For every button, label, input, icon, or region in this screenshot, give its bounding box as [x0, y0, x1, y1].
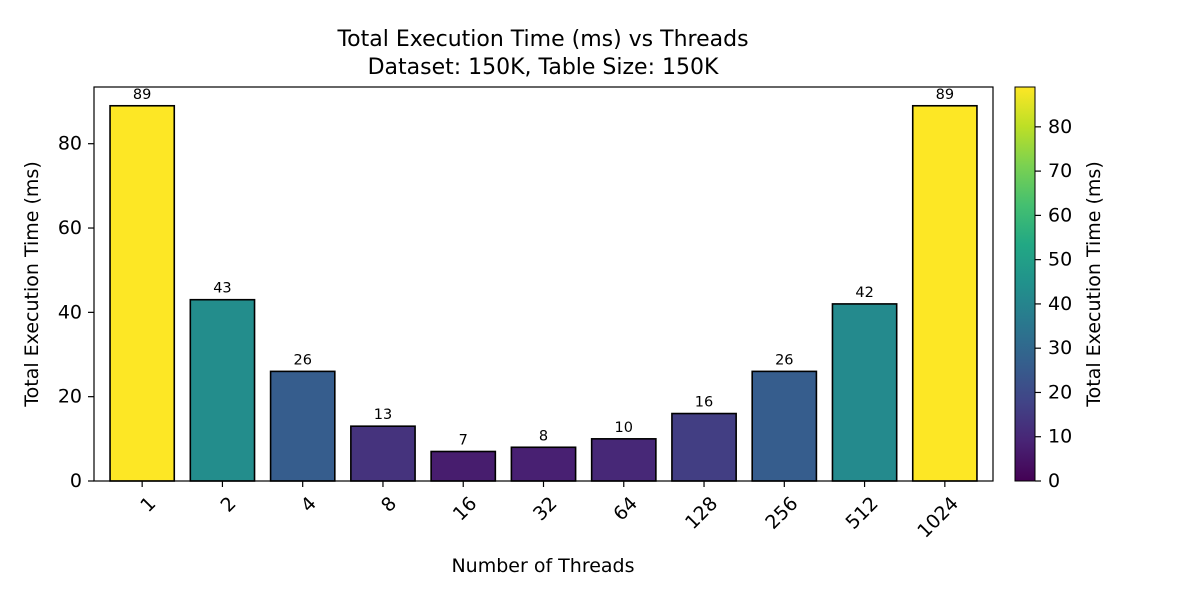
y-tick-label: 20: [58, 386, 82, 408]
colorbar-label: Total Execution Time (ms): [1083, 161, 1105, 407]
x-tick-label: 8: [377, 493, 401, 517]
chart-subtitle: Dataset: 150K, Table Size: 150K: [368, 55, 719, 80]
colorbar-tick-label: 0: [1048, 470, 1060, 492]
y-tick-label: 80: [58, 133, 82, 155]
data-label-64: 10: [615, 420, 633, 436]
data-label-128: 16: [695, 395, 713, 411]
bar-2: [189, 298, 256, 482]
data-label-1: 89: [133, 87, 151, 103]
colorbar: [1014, 86, 1036, 482]
x-tick-label: 16: [449, 493, 482, 526]
bar-16: [430, 450, 497, 482]
bar-1: [109, 104, 176, 482]
data-label-16: 7: [459, 432, 468, 448]
y-tick-label: 60: [58, 217, 82, 239]
colorbar-tick-label: 50: [1048, 249, 1072, 271]
bar-4: [269, 370, 336, 482]
x-tick-label: 256: [761, 493, 802, 534]
chart-title: Total Execution Time (ms) vs Threads: [336, 27, 748, 52]
data-label-2: 43: [213, 281, 231, 297]
plot-frame: [93, 86, 994, 482]
bar-512: [831, 303, 898, 482]
colorbar-tick-label: 60: [1048, 204, 1072, 226]
bar-8: [350, 425, 416, 482]
x-tick-label: 128: [681, 493, 722, 534]
colorbar-tick-label: 40: [1048, 293, 1072, 315]
y-tick-label: 40: [58, 301, 82, 323]
bar-256: [751, 370, 818, 482]
data-label-8: 13: [374, 407, 392, 423]
x-tick-label: 4: [297, 493, 321, 517]
x-axis-label: Number of Threads: [451, 555, 634, 577]
data-label-1024: 89: [936, 87, 954, 103]
colorbar-tick-label: 10: [1048, 426, 1072, 448]
x-tick-label: 512: [842, 493, 883, 534]
bar-1024: [911, 104, 978, 482]
bar-32: [510, 446, 577, 482]
data-label-32: 8: [539, 428, 548, 444]
x-tick-label: 64: [609, 493, 642, 526]
colorbar-tick-label: 80: [1048, 116, 1072, 138]
colorbar-tick-label: 30: [1048, 337, 1072, 359]
colorbar-tick-label: 70: [1048, 160, 1072, 182]
x-tick-label: 2: [216, 493, 240, 517]
y-axis-label: Total Execution Time (ms): [21, 161, 43, 407]
data-label-256: 26: [775, 352, 793, 368]
data-label-512: 42: [855, 285, 873, 301]
colorbar-tick-label: 20: [1048, 381, 1072, 403]
bar-128: [671, 412, 737, 482]
x-tick-label: 32: [529, 493, 562, 526]
x-tick-label: 1: [136, 493, 160, 517]
x-tick-label: 1024: [913, 493, 963, 543]
y-tick-label: 0: [70, 470, 82, 492]
bar-64: [590, 438, 657, 482]
data-label-4: 26: [293, 352, 311, 368]
